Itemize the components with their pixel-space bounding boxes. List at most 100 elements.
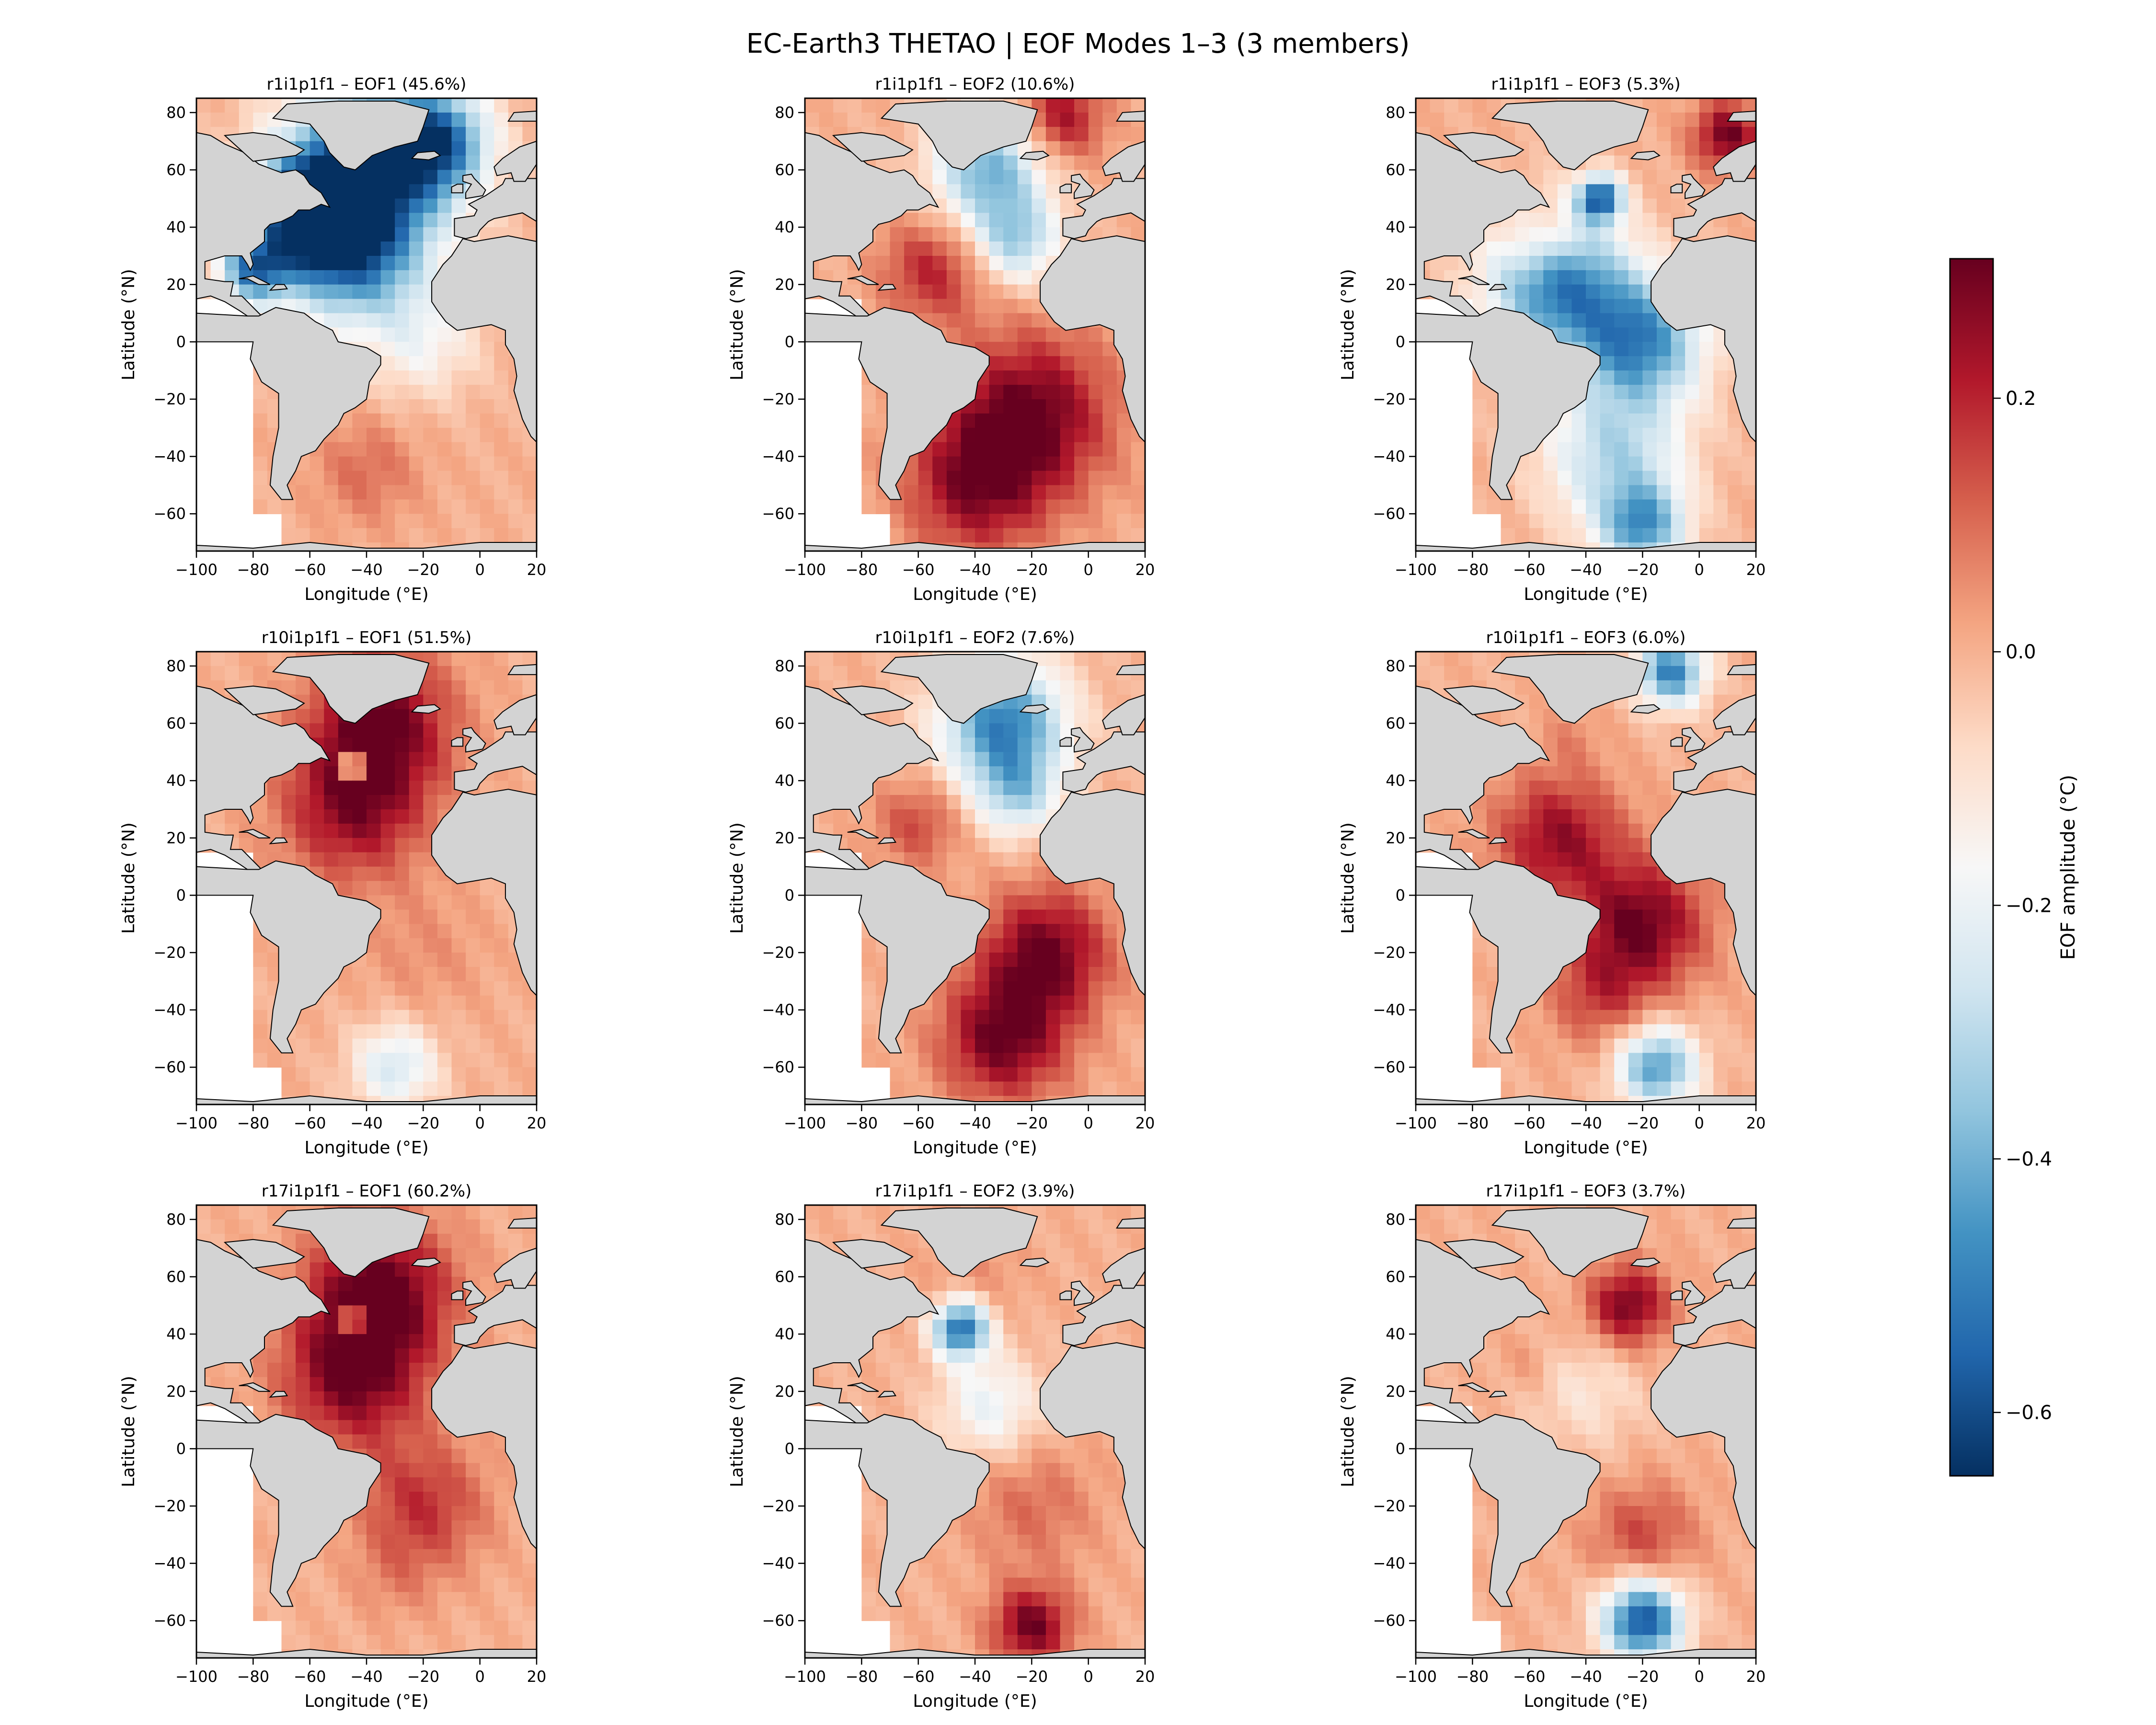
field-cell	[932, 528, 947, 543]
field-cell	[281, 255, 296, 271]
field-cell	[1600, 766, 1615, 781]
field-cell	[918, 270, 933, 285]
field-cell	[1074, 909, 1089, 924]
field-cell	[1501, 709, 1515, 724]
field-cell	[1699, 385, 1714, 400]
field-cell	[324, 1276, 339, 1292]
field-cell	[1628, 514, 1643, 529]
x-tick-label: −80	[846, 561, 878, 579]
field-cell	[380, 823, 395, 839]
field-cell	[1017, 1067, 1032, 1082]
field-cell	[946, 442, 962, 457]
field-cell	[367, 1348, 381, 1363]
field-cell	[380, 155, 395, 171]
field-cell	[480, 126, 495, 142]
field-cell	[1017, 938, 1032, 953]
field-cell	[451, 385, 466, 400]
field-cell	[918, 528, 933, 543]
field-cell	[1088, 652, 1103, 667]
field-cell	[1699, 909, 1714, 924]
field-cell	[1088, 413, 1103, 428]
field-cell	[310, 1262, 325, 1277]
land-polygon	[272, 100, 430, 171]
field-cell	[338, 456, 353, 472]
field-cell	[989, 981, 1004, 996]
field-cell	[423, 995, 438, 1011]
field-cell	[1586, 866, 1601, 882]
field-cell	[1557, 737, 1572, 753]
field-cell	[437, 385, 452, 400]
field-cell	[918, 242, 933, 256]
field-cell	[1430, 112, 1445, 127]
field-cell	[1529, 1067, 1544, 1082]
field-cell	[338, 1420, 353, 1435]
field-cell	[1699, 1053, 1714, 1068]
field-cell	[480, 471, 495, 486]
field-cell	[480, 723, 495, 738]
field-cell	[423, 895, 438, 910]
field-cell	[946, 1081, 962, 1096]
field-cell	[409, 270, 424, 285]
field-cell	[1045, 909, 1061, 924]
field-cell	[1600, 1053, 1615, 1068]
field-cell	[975, 1038, 990, 1054]
field-cell	[1656, 981, 1672, 996]
field-cell	[380, 370, 395, 385]
field-cell	[466, 528, 481, 543]
field-cell	[196, 652, 211, 667]
field-cell	[1032, 752, 1046, 767]
x-tick-label: −40	[1570, 561, 1602, 579]
field-cell	[310, 852, 325, 867]
field-cell	[253, 981, 268, 996]
field-cell	[1685, 680, 1700, 695]
field-cell	[1713, 953, 1728, 967]
field-cell	[1003, 737, 1018, 753]
field-cell	[1543, 471, 1558, 486]
field-cell	[1727, 456, 1743, 472]
field-cell	[1571, 184, 1586, 199]
y-tick-label: 60	[1386, 161, 1405, 179]
field-cell	[1713, 680, 1728, 695]
field-cell	[1032, 499, 1046, 515]
field-cell	[367, 284, 381, 299]
field-cell	[975, 413, 990, 428]
field-cell	[1699, 98, 1714, 113]
field-cell	[380, 514, 395, 529]
field-cell	[1557, 213, 1572, 228]
field-cell	[494, 1549, 509, 1564]
field-cell	[380, 1377, 395, 1392]
field-cell	[380, 752, 395, 767]
field-cell	[338, 1534, 353, 1550]
field-cell	[409, 284, 424, 299]
field-cell	[1713, 666, 1728, 681]
field-cell	[367, 852, 381, 867]
field-cell	[310, 284, 325, 299]
field-cell	[1060, 385, 1075, 400]
x-tick-label: −20	[1016, 561, 1048, 579]
land-polygon	[493, 694, 537, 736]
field-cell	[1557, 456, 1572, 472]
field-cell	[1472, 385, 1487, 400]
field-cell	[352, 284, 367, 299]
field-cell	[861, 809, 876, 824]
field-cell	[1116, 456, 1132, 472]
field-cell	[946, 456, 962, 472]
field-cell	[466, 98, 481, 113]
x-tick-label: 20	[527, 561, 547, 579]
field-cell	[1032, 170, 1046, 185]
field-cell	[1571, 514, 1586, 529]
field-cell	[1032, 442, 1046, 457]
field-cell	[451, 680, 466, 695]
field-cell	[1074, 327, 1089, 343]
field-cell	[409, 456, 424, 472]
field-cell	[975, 255, 990, 271]
field-cell	[1628, 413, 1643, 428]
field-cell	[1557, 284, 1572, 299]
field-cell	[310, 270, 325, 285]
field-cell	[395, 1477, 410, 1492]
field-cell	[1642, 895, 1657, 910]
land-polygon	[1416, 860, 1601, 1054]
field-cell	[1600, 1010, 1615, 1025]
field-cell	[890, 1053, 905, 1068]
field-cell	[861, 1024, 876, 1039]
